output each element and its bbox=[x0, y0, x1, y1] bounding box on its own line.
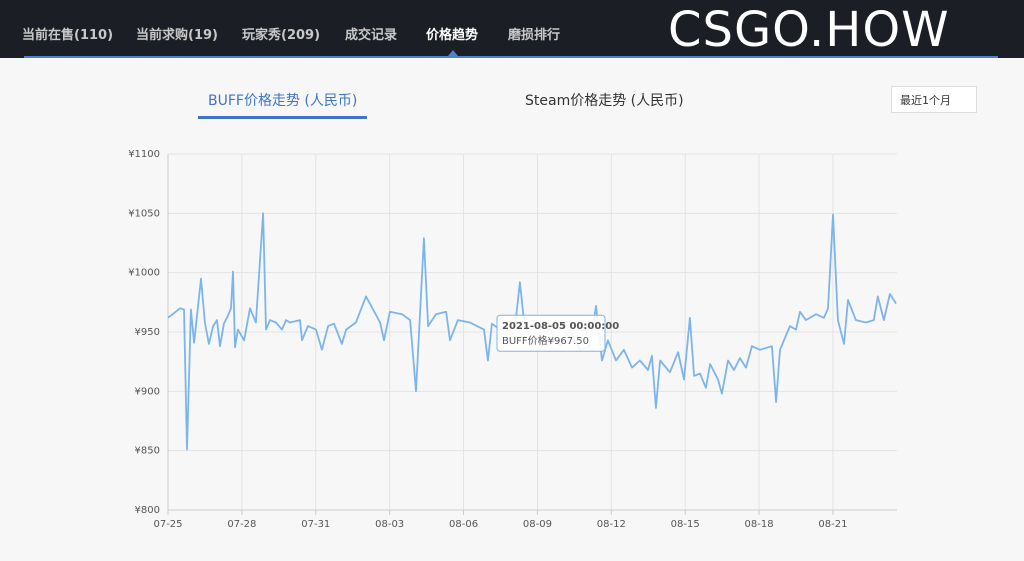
tab[interactable]: Steam价格走势 (人民币) bbox=[525, 93, 684, 109]
x-tick-label: 08-15 bbox=[671, 519, 700, 530]
x-tick-label: 07-31 bbox=[301, 519, 330, 530]
y-tick-label: ¥950 bbox=[135, 327, 160, 338]
nav-item[interactable]: 当前求购(19) bbox=[136, 28, 218, 43]
x-tick-label: 07-28 bbox=[227, 519, 256, 530]
nav-bar bbox=[0, 0, 1024, 58]
y-tick-label: ¥1100 bbox=[128, 149, 160, 160]
tooltip-title: 2021-08-05 00:00:00 bbox=[502, 321, 619, 332]
x-tick-label: 08-09 bbox=[523, 519, 552, 530]
nav-item[interactable]: 当前在售(110) bbox=[22, 28, 114, 43]
y-tick-label: ¥850 bbox=[135, 446, 160, 457]
x-tick-label: 07-25 bbox=[153, 519, 182, 530]
y-tick-label: ¥800 bbox=[135, 505, 160, 516]
x-tick-label: 08-21 bbox=[818, 519, 847, 530]
nav-item[interactable]: 成交记录 bbox=[345, 28, 398, 43]
logo[interactable]: CSGO.HOW bbox=[668, 2, 950, 58]
active-caret bbox=[448, 50, 458, 56]
x-tick-label: 08-12 bbox=[597, 519, 626, 530]
nav-item[interactable]: 价格趋势 bbox=[426, 28, 479, 43]
y-tick-label: ¥1000 bbox=[128, 268, 160, 279]
y-tick-label: ¥900 bbox=[135, 386, 160, 397]
tooltip-label: BUFF价格¥967.50 bbox=[502, 334, 589, 347]
x-tick-label: 08-03 bbox=[375, 519, 404, 530]
x-tick-label: 08-06 bbox=[449, 519, 478, 530]
range-dropdown[interactable]: 最近1个月 bbox=[891, 86, 977, 113]
nav-item[interactable]: 玩家秀(209) bbox=[242, 28, 321, 43]
tab[interactable]: BUFF价格走势 (人民币) bbox=[198, 90, 368, 119]
nav-item[interactable]: 磨损排行 bbox=[508, 28, 561, 43]
x-tick-label: 08-18 bbox=[745, 519, 774, 530]
tooltip-box bbox=[496, 314, 606, 352]
y-tick-label: ¥1050 bbox=[128, 208, 160, 219]
nav-underline bbox=[24, 56, 998, 58]
